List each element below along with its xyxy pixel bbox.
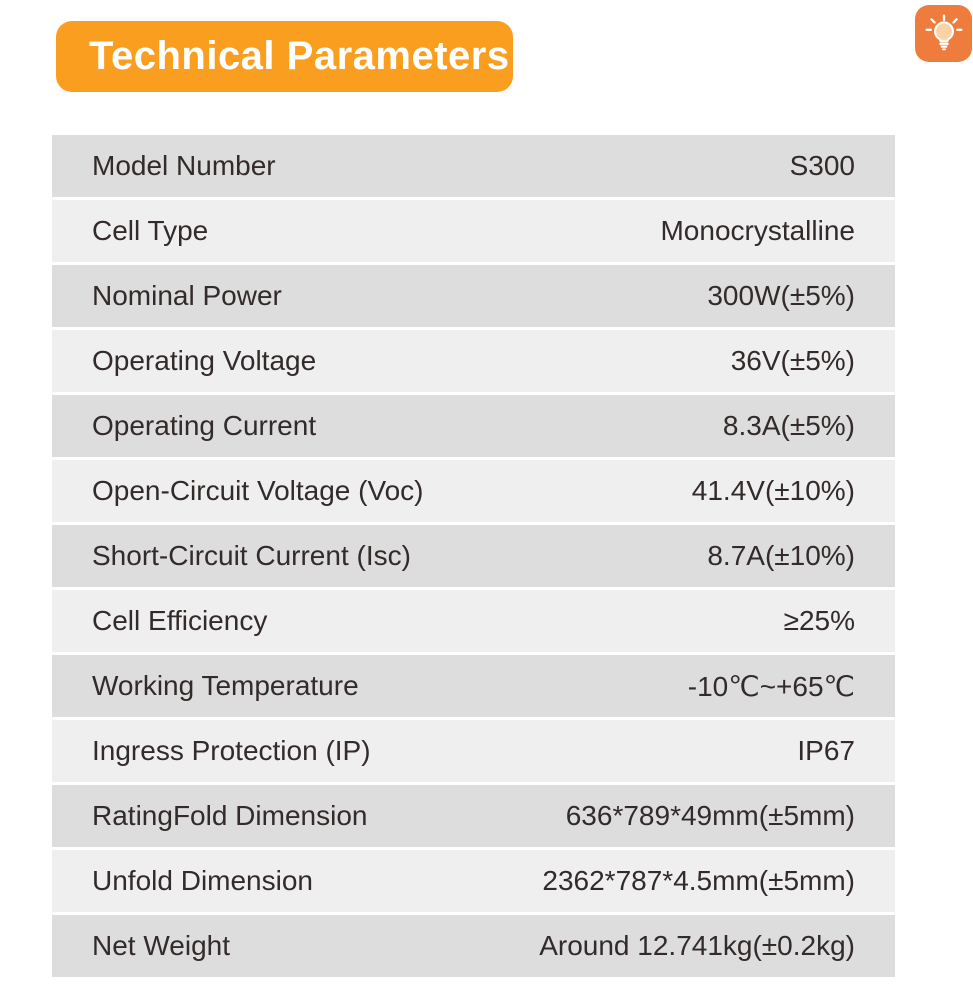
row-value: Monocrystalline	[660, 215, 855, 246]
row-label: Operating Voltage	[92, 345, 317, 376]
row-label: Nominal Power	[92, 280, 282, 311]
spec-table: Model Number S300 Cell Type Monocrystall…	[52, 135, 895, 980]
table-row: Model Number S300	[52, 135, 895, 197]
table-row: Ingress Protection (IP) IP67	[52, 720, 895, 782]
row-value: Around 12.741kg(±0.2kg)	[539, 930, 855, 961]
row-value: 8.7A(±10%)	[707, 540, 855, 571]
row-value: 36V(±5%)	[730, 345, 855, 376]
table-row: Nominal Power 300W(±5%)	[52, 265, 895, 327]
row-label: Ingress Protection (IP)	[92, 735, 371, 766]
row-label: Operating Current	[92, 410, 317, 441]
row-label: Working Temperature	[92, 670, 359, 701]
row-value: 300W(±5%)	[707, 280, 855, 311]
table-row: RatingFold Dimension 636*789*49mm(±5mm)	[52, 785, 895, 847]
row-label: Short-Circuit Current (Isc)	[92, 540, 411, 571]
row-label: RatingFold Dimension	[92, 800, 368, 831]
table-row: Cell Efficiency ≥25%	[52, 590, 895, 652]
row-value: -10℃~+65℃	[687, 670, 855, 702]
section-title: Technical Parameters	[89, 34, 510, 78]
section-header-badge: Technical Parameters	[56, 21, 513, 92]
table-row: Operating Voltage 36V(±5%)	[52, 330, 895, 392]
row-value: 41.4V(±10%)	[691, 475, 855, 506]
table-row: Unfold Dimension 2362*787*4.5mm(±5mm)	[52, 850, 895, 912]
table-row: Cell Type Monocrystalline	[52, 200, 895, 262]
lightbulb-glyph	[925, 13, 962, 50]
row-label: Model Number	[92, 150, 276, 181]
row-label: Cell Efficiency	[92, 605, 268, 636]
row-label: Cell Type	[92, 215, 209, 246]
row-label: Open-Circuit Voltage (Voc)	[92, 475, 424, 506]
table-row: Short-Circuit Current (Isc) 8.7A(±10%)	[52, 525, 895, 587]
table-row: Operating Current 8.3A(±5%)	[52, 395, 895, 457]
row-value: 2362*787*4.5mm(±5mm)	[542, 865, 855, 896]
row-value: 636*789*49mm(±5mm)	[565, 800, 855, 831]
table-row: Working Temperature -10℃~+65℃	[52, 655, 895, 717]
row-label: Unfold Dimension	[92, 865, 313, 896]
table-row: Net Weight Around 12.741kg(±0.2kg)	[52, 915, 895, 977]
lightbulb-icon	[915, 5, 972, 62]
row-value: 8.3A(±5%)	[722, 410, 855, 441]
row-value: S300	[789, 150, 855, 181]
row-label: Net Weight	[92, 930, 230, 961]
table-row: Open-Circuit Voltage (Voc) 41.4V(±10%)	[52, 460, 895, 522]
row-value: IP67	[797, 735, 855, 766]
row-value: ≥25%	[783, 605, 855, 636]
